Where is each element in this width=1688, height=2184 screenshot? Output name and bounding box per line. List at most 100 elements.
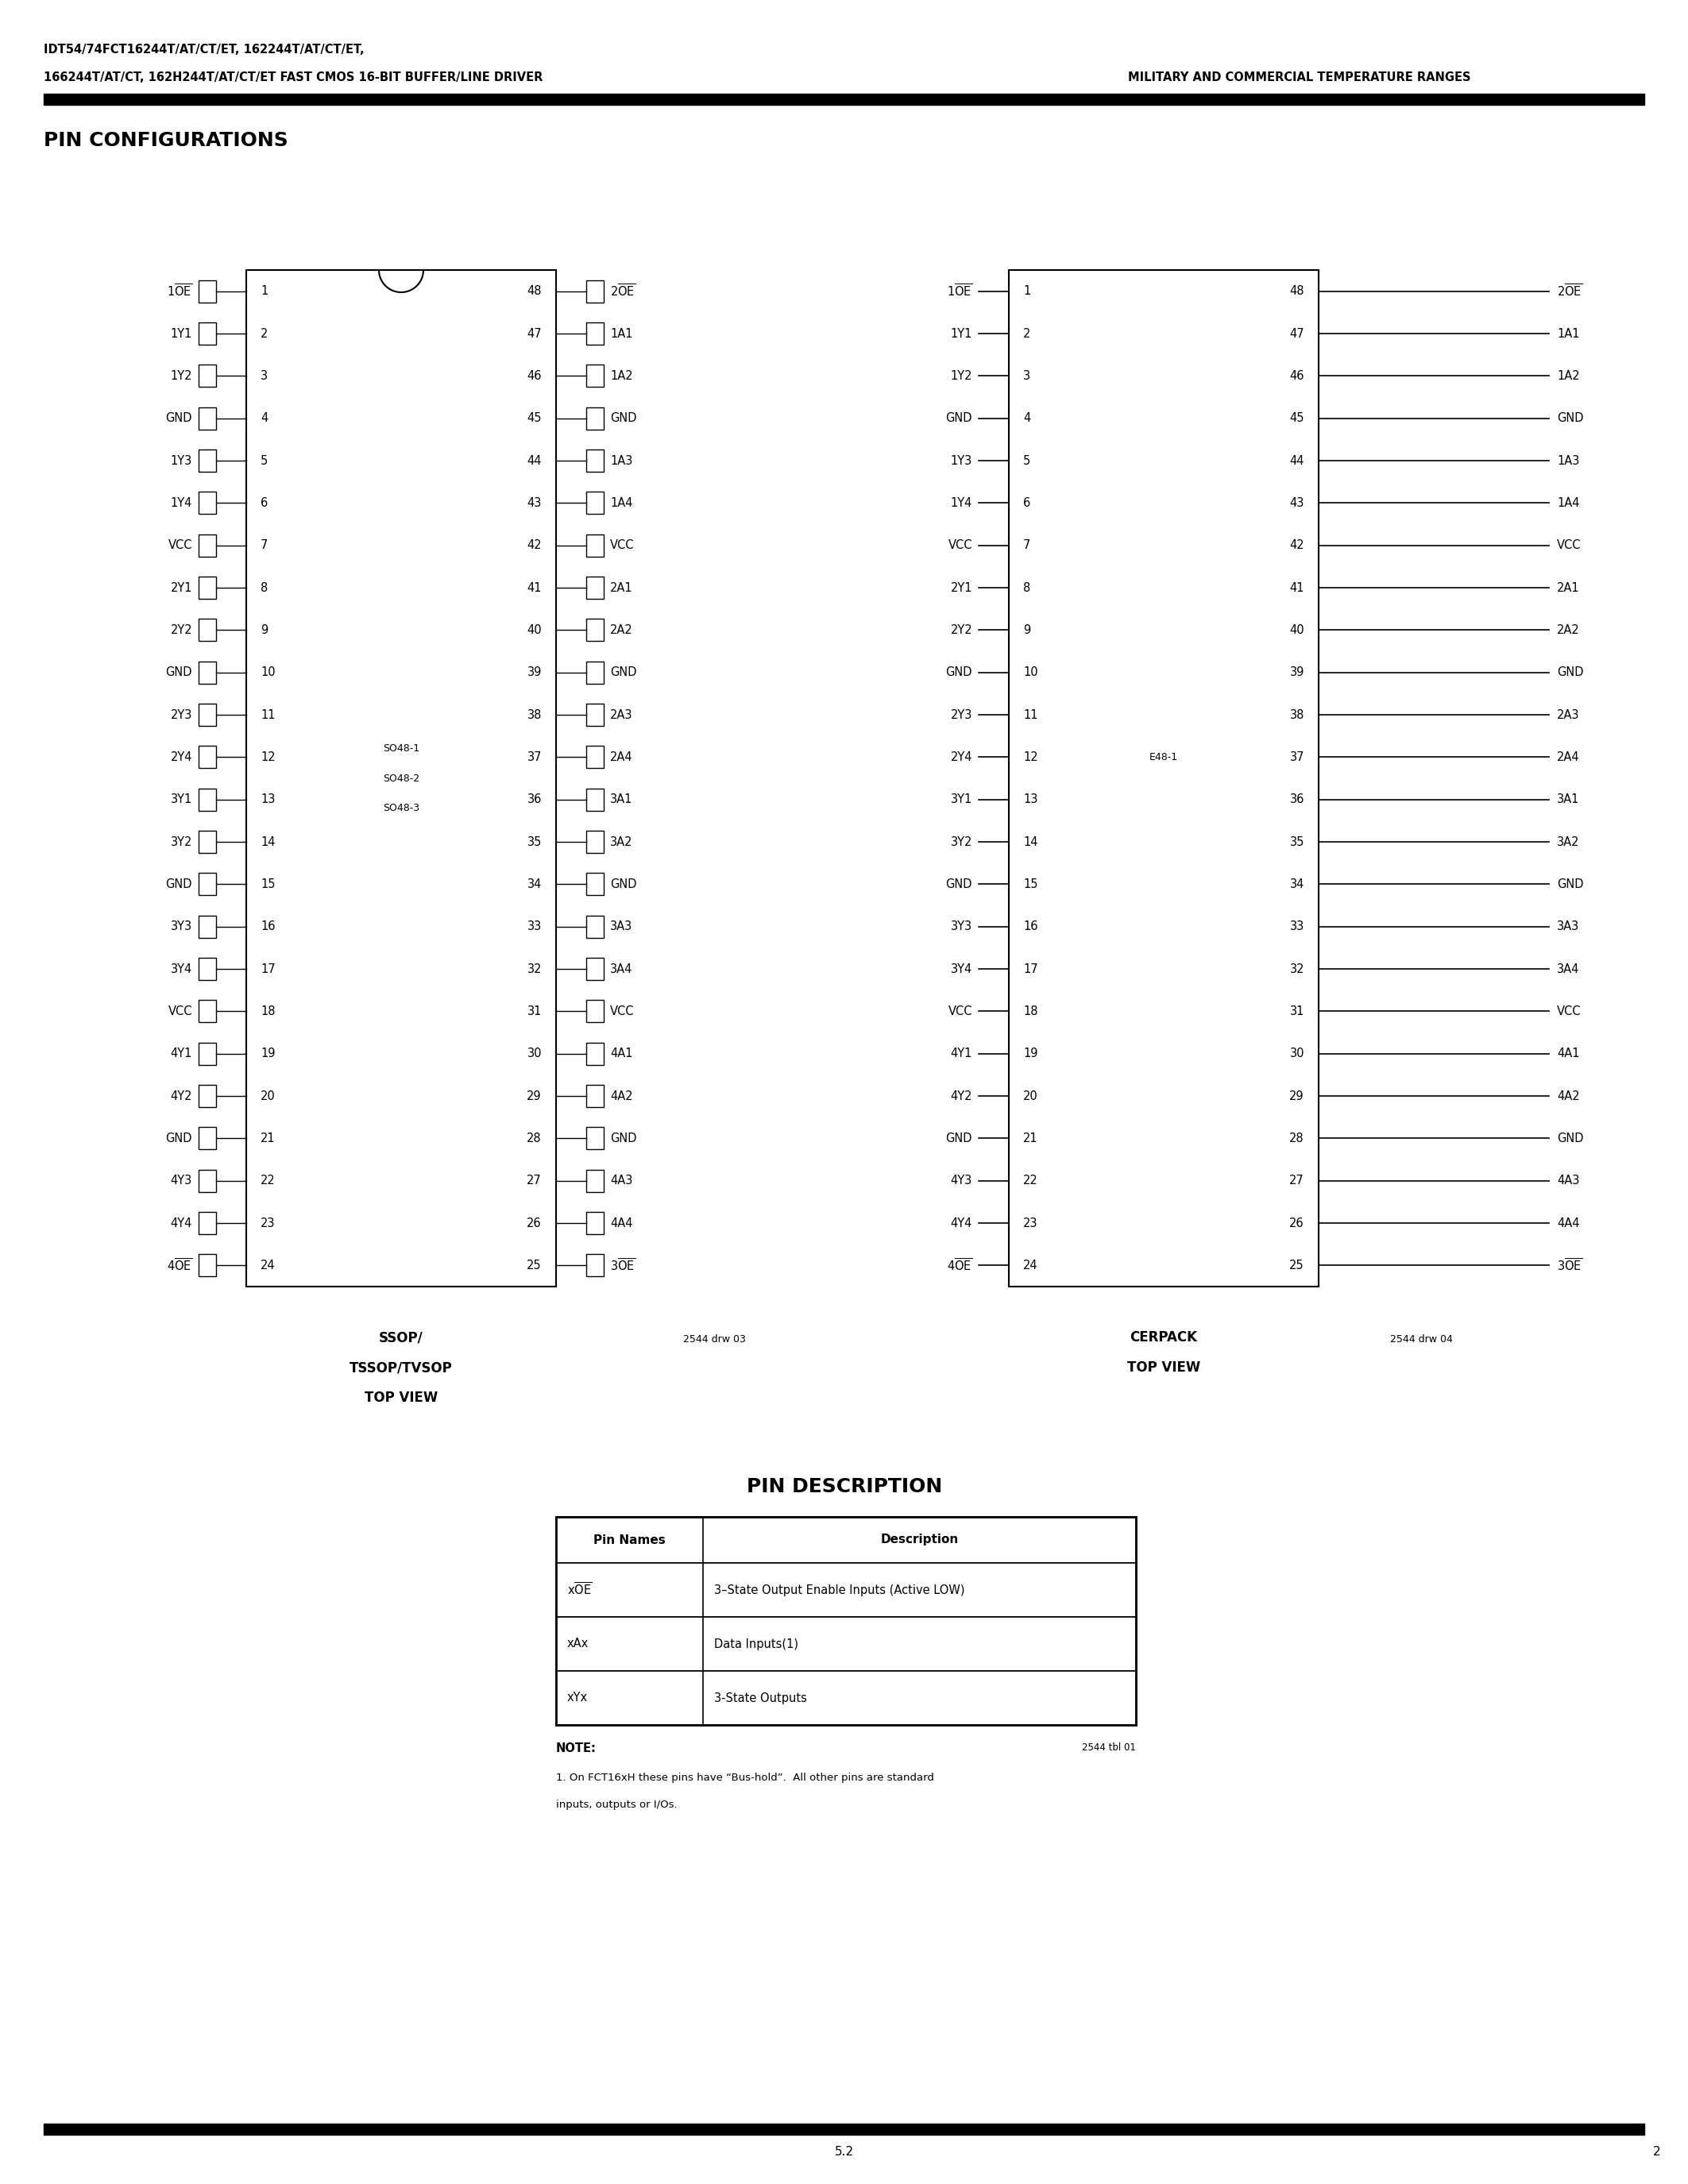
Text: GND: GND — [945, 413, 972, 424]
Text: 1$\overline{\rm OE}$: 1$\overline{\rm OE}$ — [167, 284, 192, 299]
Text: 32: 32 — [527, 963, 542, 974]
Bar — [199, 1127, 216, 1149]
Text: 2A4: 2A4 — [1556, 751, 1580, 762]
Text: 4A1: 4A1 — [1556, 1048, 1580, 1059]
Bar — [586, 491, 604, 513]
Text: 2Y1: 2Y1 — [950, 581, 972, 594]
Text: 2A3: 2A3 — [1556, 710, 1580, 721]
Text: 32: 32 — [1290, 963, 1305, 974]
Text: 28: 28 — [527, 1131, 542, 1144]
Text: GND: GND — [165, 413, 192, 424]
Bar — [586, 1000, 604, 1022]
Text: 2$\overline{\rm OE}$: 2$\overline{\rm OE}$ — [609, 284, 635, 299]
Text: PIN DESCRIPTION: PIN DESCRIPTION — [746, 1476, 942, 1496]
Bar — [586, 406, 604, 430]
Text: 10: 10 — [260, 666, 275, 679]
Text: MILITARY AND COMMERCIAL TEMPERATURE RANGES: MILITARY AND COMMERCIAL TEMPERATURE RANG… — [1128, 72, 1470, 83]
Text: 24: 24 — [1023, 1260, 1038, 1271]
Text: 3Y4: 3Y4 — [170, 963, 192, 974]
Text: VCC: VCC — [609, 1005, 635, 1018]
Bar — [586, 830, 604, 854]
Text: inputs, outputs or I/Os.: inputs, outputs or I/Os. — [555, 1800, 677, 1811]
Bar — [586, 1171, 604, 1192]
Text: 35: 35 — [527, 836, 542, 847]
Text: 3Y2: 3Y2 — [170, 836, 192, 847]
Bar — [586, 450, 604, 472]
Text: 2Y4: 2Y4 — [170, 751, 192, 762]
Bar — [199, 703, 216, 725]
Text: 35: 35 — [1290, 836, 1305, 847]
Text: GND: GND — [945, 878, 972, 891]
Bar — [199, 874, 216, 895]
Text: NOTE:: NOTE: — [555, 1743, 596, 1754]
Text: 20: 20 — [1023, 1090, 1038, 1103]
Text: 39: 39 — [527, 666, 542, 679]
Text: 1A1: 1A1 — [1556, 328, 1580, 339]
Text: 4A2: 4A2 — [1556, 1090, 1580, 1103]
Text: 3A3: 3A3 — [609, 922, 633, 933]
Bar — [199, 618, 216, 642]
Text: 17: 17 — [1023, 963, 1038, 974]
Text: 43: 43 — [1290, 498, 1305, 509]
Bar — [555, 1616, 1136, 1671]
Text: 2Y3: 2Y3 — [950, 710, 972, 721]
Text: 11: 11 — [1023, 710, 1038, 721]
Bar — [586, 788, 604, 810]
Text: 1A3: 1A3 — [609, 454, 633, 467]
Text: 48: 48 — [1290, 286, 1305, 297]
Text: VCC: VCC — [1556, 1005, 1582, 1018]
Bar — [586, 959, 604, 981]
Text: VCC: VCC — [169, 539, 192, 550]
Text: 3A3: 3A3 — [1556, 922, 1580, 933]
Text: 34: 34 — [1290, 878, 1305, 891]
Text: 3A1: 3A1 — [609, 793, 633, 806]
Text: 1. On FCT16xH these pins have “Bus-hold”.  All other pins are standard: 1. On FCT16xH these pins have “Bus-hold”… — [555, 1773, 933, 1782]
Bar — [199, 959, 216, 981]
Text: GND: GND — [165, 878, 192, 891]
Text: 48: 48 — [527, 286, 542, 297]
Text: 13: 13 — [1023, 793, 1038, 806]
Text: 42: 42 — [1290, 539, 1305, 550]
Bar — [586, 662, 604, 684]
Text: 3–State Output Enable Inputs (Active LOW): 3–State Output Enable Inputs (Active LOW… — [714, 1583, 966, 1597]
Bar — [586, 1212, 604, 1234]
Text: GND: GND — [945, 666, 972, 679]
Bar — [199, 662, 216, 684]
Text: VCC: VCC — [169, 1005, 192, 1018]
Text: 45: 45 — [1290, 413, 1305, 424]
Text: E48-1: E48-1 — [1150, 751, 1178, 762]
Text: 25: 25 — [527, 1260, 542, 1271]
Text: 1Y4: 1Y4 — [950, 498, 972, 509]
Bar — [199, 1085, 216, 1107]
Text: 8: 8 — [260, 581, 268, 594]
Text: 3$\overline{\rm OE}$: 3$\overline{\rm OE}$ — [609, 1258, 635, 1273]
Text: 4A3: 4A3 — [1556, 1175, 1580, 1186]
Bar — [586, 703, 604, 725]
Text: 3A2: 3A2 — [1556, 836, 1580, 847]
Text: 5: 5 — [1023, 454, 1030, 467]
Text: GND: GND — [609, 666, 636, 679]
Text: SSOP/: SSOP/ — [380, 1330, 424, 1345]
Bar — [199, 577, 216, 598]
Text: 39: 39 — [1290, 666, 1305, 679]
Text: 2Y2: 2Y2 — [950, 625, 972, 636]
Text: 3Y2: 3Y2 — [950, 836, 972, 847]
Text: 28: 28 — [1290, 1131, 1305, 1144]
Text: 1Y1: 1Y1 — [950, 328, 972, 339]
Text: 44: 44 — [527, 454, 542, 467]
Text: 2Y1: 2Y1 — [170, 581, 192, 594]
Text: 15: 15 — [260, 878, 275, 891]
Text: TOP VIEW: TOP VIEW — [1128, 1361, 1200, 1374]
Text: 27: 27 — [527, 1175, 542, 1186]
Text: 22: 22 — [260, 1175, 275, 1186]
Bar — [199, 788, 216, 810]
Text: 25: 25 — [1290, 1260, 1305, 1271]
Bar — [199, 280, 216, 301]
Bar — [586, 1254, 604, 1275]
Text: 2A1: 2A1 — [1556, 581, 1580, 594]
Bar — [199, 830, 216, 854]
Text: GND: GND — [1556, 413, 1583, 424]
Bar — [586, 1042, 604, 1066]
Text: SO48-3: SO48-3 — [383, 804, 419, 812]
Bar — [44, 94, 1644, 105]
